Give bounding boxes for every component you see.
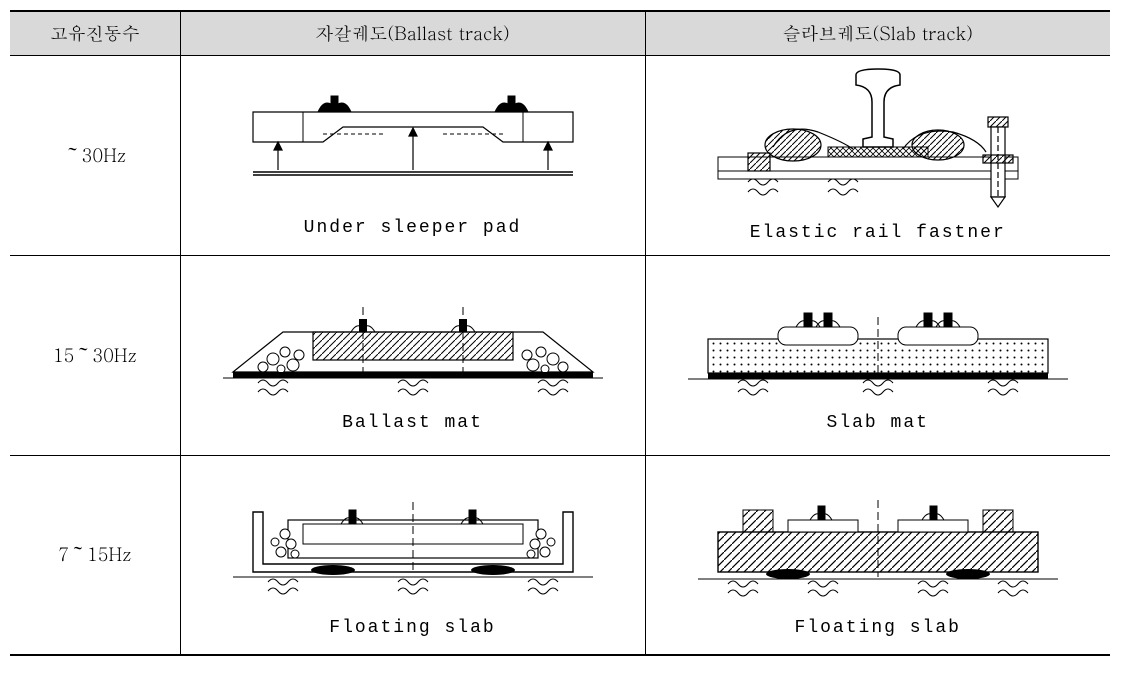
diagram-elastic-rail-fastener: Elastic rail fastner [645,55,1110,255]
caption: Floating slab [654,618,1103,638]
freq-cell: ～30Hz [10,55,180,255]
freq-cell: 7～15Hz [10,455,180,655]
track-table: 고유진동수 자갈궤도(Ballast track) 슬라브궤도(Slab tra… [10,10,1110,656]
diagram-ballast-mat: Ballast mat [180,255,645,455]
header-slab: 슬라브궤도(Slab track) [645,11,1110,55]
freq-cell: 15～30Hz [10,255,180,455]
header-row: 고유진동수 자갈궤도(Ballast track) 슬라브궤도(Slab tra… [10,11,1110,55]
caption: Elastic rail fastner [654,223,1103,243]
caption: Floating slab [189,618,637,638]
table-row: 7～15Hz [10,455,1110,655]
diagram-slab-mat: Slab mat [645,255,1110,455]
diagram-floating-slab-ballast: Floating slab [180,455,645,655]
table-row: 15～30Hz [10,255,1110,455]
caption: Slab mat [654,413,1103,433]
table-row: ～30Hz [10,55,1110,255]
header-ballast: 자갈궤도(Ballast track) [180,11,645,55]
diagram-under-sleeper-pad: Under sleeper pad [180,55,645,255]
caption: Ballast mat [189,413,637,433]
header-freq: 고유진동수 [10,11,180,55]
caption: Under sleeper pad [189,218,637,238]
diagram-floating-slab-slab: Floating slab [645,455,1110,655]
